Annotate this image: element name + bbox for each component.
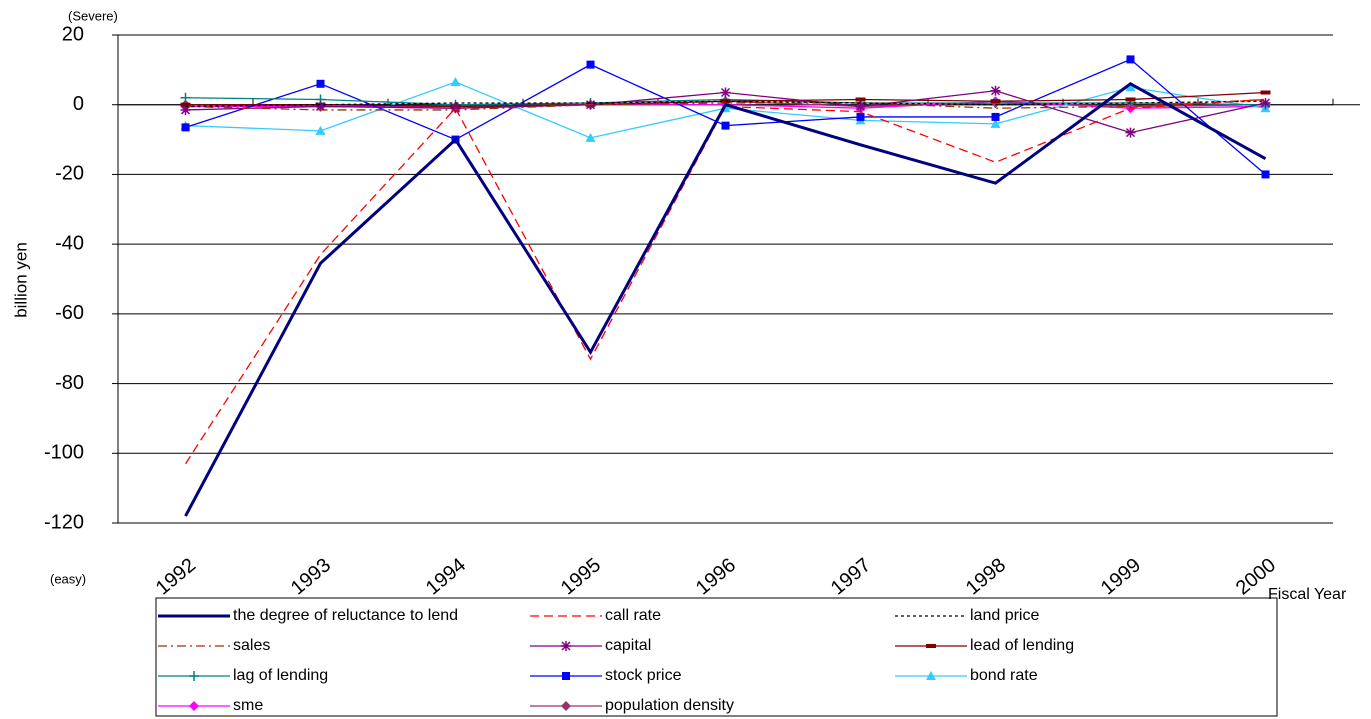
data-point: [855, 101, 866, 112]
legend-marker: [926, 644, 936, 648]
data-point: [990, 99, 1001, 104]
legend-label: capital: [605, 637, 651, 654]
legend-label: lag of lending: [233, 667, 328, 684]
data-point: [180, 104, 191, 115]
data-point: [180, 102, 191, 107]
data-point: [1126, 55, 1135, 64]
data-point: [450, 77, 461, 87]
legend-label: stock price: [605, 667, 682, 684]
data-point: [180, 92, 191, 103]
y-tick-label: -40: [55, 232, 84, 254]
series-line: [184, 98, 1266, 465]
legend-label: population density: [605, 697, 734, 714]
x-axis-label: Fiscal Year: [1268, 586, 1347, 603]
y-tick-label: -100: [44, 442, 84, 464]
series-line: [185, 100, 1266, 108]
data-point: [181, 123, 190, 132]
x-tick-label: 1993: [287, 554, 335, 599]
y-tick-label: -20: [55, 163, 84, 185]
legend-label: sales: [233, 637, 270, 654]
x-tick-label: 1992: [152, 554, 200, 599]
legend-label: call rate: [605, 607, 661, 624]
legend-label: the degree of reluctance to lend: [233, 607, 458, 624]
data-point: [316, 79, 325, 88]
data-point: [1125, 82, 1136, 92]
data-point: [991, 112, 1000, 121]
y-tick-label: 0: [73, 93, 84, 115]
data-point: [990, 118, 1001, 128]
data-point: [315, 125, 326, 135]
data-point: [1260, 97, 1271, 108]
legend-marker: [189, 671, 199, 681]
legend-marker: [561, 641, 571, 651]
data-point: [1125, 127, 1136, 138]
data-point: [990, 85, 1001, 96]
series-line: [185, 98, 1266, 111]
legend-label: lead of lending: [970, 637, 1074, 654]
legend-marker: [926, 671, 936, 680]
bottom-note: (easy): [50, 571, 86, 586]
legend-box: [155, 597, 1278, 717]
legend-marker: [189, 701, 199, 711]
legend-label: land price: [970, 607, 1039, 624]
data-point: [721, 121, 730, 130]
legend-label: sme: [233, 697, 263, 714]
legend-marker: [561, 701, 571, 711]
y-tick-label: -80: [55, 372, 84, 394]
x-tick-label: 1999: [1097, 554, 1145, 599]
y-tick-label: -60: [55, 302, 84, 324]
legend-marker: [562, 672, 570, 680]
x-tick-label: 1995: [557, 554, 605, 599]
series-line: [185, 58, 1266, 175]
data-point: [1261, 170, 1270, 179]
data-point: [586, 60, 595, 69]
y-axis-label: billion yen: [11, 242, 30, 318]
data-point: [856, 112, 865, 121]
legend-label: bond rate: [970, 667, 1038, 684]
x-tick-label: 1997: [827, 554, 875, 599]
data-point: [1260, 90, 1271, 95]
series-line: [184, 82, 1267, 517]
data-point: [315, 101, 326, 112]
x-tick-label: 1994: [422, 554, 470, 599]
data-point: [720, 87, 731, 98]
y-tick-label: -120: [44, 511, 84, 533]
data-point: [1125, 97, 1136, 102]
x-tick-label: 1998: [962, 554, 1010, 599]
data-point: [585, 132, 596, 142]
data-point: [855, 97, 866, 102]
y-tick-label: 20: [62, 23, 84, 45]
x-tick-label: 1996: [692, 554, 740, 599]
top-note: (Severe): [68, 8, 118, 23]
